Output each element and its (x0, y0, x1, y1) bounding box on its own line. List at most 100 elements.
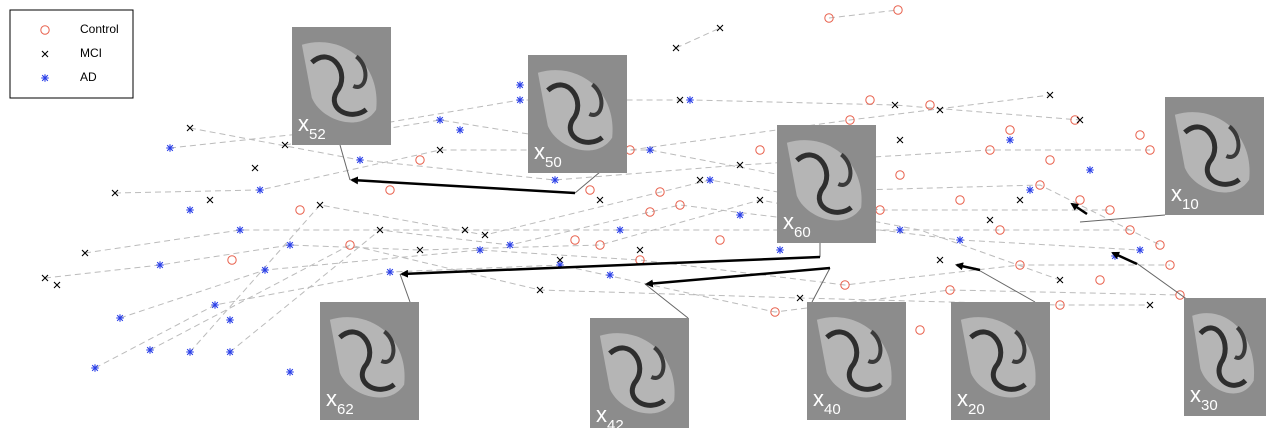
point (1026, 186, 1034, 194)
point (41, 50, 49, 58)
inset-label: x62 (326, 386, 354, 418)
point (281, 141, 289, 149)
point (985, 145, 995, 155)
point (776, 246, 784, 254)
point (111, 189, 119, 197)
point (570, 235, 580, 245)
point (53, 281, 61, 289)
inset-label-sub: 50 (545, 154, 562, 171)
point (1086, 166, 1094, 174)
point (436, 116, 444, 124)
point (481, 231, 489, 239)
point (770, 307, 780, 317)
inset-label-base: x (298, 111, 309, 136)
point (1005, 125, 1015, 135)
point (211, 301, 219, 309)
connectors (339, 144, 1189, 319)
point (1076, 116, 1084, 124)
point (1015, 260, 1025, 270)
inset-sulcus (795, 152, 853, 215)
point (536, 286, 544, 294)
point (206, 196, 214, 204)
point (116, 314, 124, 322)
inset: x42 (590, 318, 689, 428)
point (585, 185, 595, 195)
point (506, 241, 514, 249)
inset-sulcus (310, 54, 368, 117)
point (40, 25, 50, 35)
point (840, 280, 850, 290)
point (91, 364, 99, 372)
legend-box (9, 9, 134, 99)
legend: Control MCI AD (9, 9, 134, 99)
inset-label: x10 (1171, 181, 1199, 213)
point (415, 155, 425, 165)
point (645, 207, 655, 217)
inset-ventricle (867, 329, 883, 364)
point (756, 196, 764, 204)
point (385, 185, 395, 195)
inset-label: x40 (813, 386, 841, 418)
point (955, 195, 965, 205)
point (925, 100, 935, 110)
inset: x10 (1165, 97, 1264, 215)
inset-label-base: x (1190, 382, 1201, 407)
point (995, 225, 1005, 235)
point (616, 226, 624, 234)
point (945, 285, 955, 295)
inset-ventricle (837, 152, 853, 187)
legend-label: AD (80, 70, 97, 84)
inset: x20 (951, 302, 1050, 420)
point (376, 226, 384, 234)
inset-sulcus (546, 82, 604, 145)
point (1075, 195, 1085, 205)
point (956, 236, 964, 244)
inset-label-sub: 10 (1182, 196, 1199, 213)
inset-ventricle (1225, 124, 1241, 159)
inset-label: x60 (783, 209, 811, 241)
inset-label: x50 (534, 139, 562, 171)
point (1155, 240, 1165, 250)
point (156, 261, 164, 269)
point (796, 294, 804, 302)
inset-label-sub: 20 (968, 401, 985, 418)
point (1016, 196, 1024, 204)
point (736, 161, 744, 169)
point (81, 249, 89, 257)
point (476, 246, 484, 254)
inset-ventricle (352, 54, 368, 89)
inset-ventricle (1233, 326, 1247, 360)
point (1145, 145, 1155, 155)
point (1095, 275, 1105, 285)
point (456, 126, 464, 134)
inset-ventricle (650, 345, 666, 380)
point (915, 325, 925, 335)
inset-label-sub: 52 (309, 126, 326, 143)
point (146, 346, 154, 354)
point (893, 5, 903, 15)
point (1146, 301, 1154, 309)
point (1056, 276, 1064, 284)
point (41, 274, 49, 282)
point (166, 144, 174, 152)
inset-label-base: x (783, 209, 794, 234)
inset-label-sub: 40 (824, 401, 841, 418)
point (295, 205, 305, 215)
point (1105, 205, 1115, 215)
point (675, 200, 685, 210)
point (636, 246, 644, 254)
legend-label: Control (80, 22, 119, 36)
point (896, 226, 904, 234)
inset-sulcus (1183, 124, 1241, 187)
inset-label: x30 (1190, 382, 1218, 414)
point (186, 348, 194, 356)
point (556, 256, 564, 264)
point (755, 145, 765, 155)
inset-ventricle (588, 82, 604, 117)
inset: x62 (320, 302, 419, 420)
point (716, 24, 724, 32)
point (1055, 300, 1065, 310)
point (1045, 155, 1055, 165)
inset-sulcus (1198, 325, 1248, 388)
